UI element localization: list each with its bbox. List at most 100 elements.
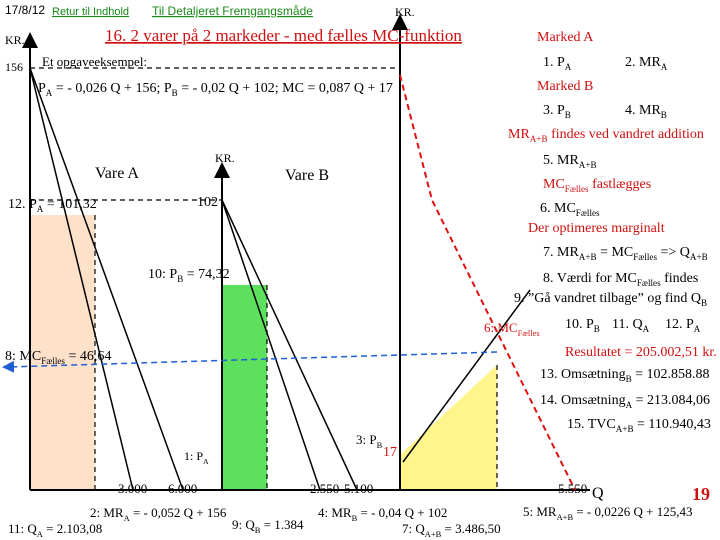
text-part: 9: Q [232,517,255,532]
subscript: A+B [530,134,548,144]
subscript: Fælles [576,208,600,218]
text-part: 3.000 [118,481,147,496]
label: 14. OmsætningA = 213.084,06 [540,393,710,410]
text-part: 19 [692,484,710,504]
subscript: A [643,324,650,334]
label: 6. MCFælles [540,201,600,218]
text-part: 5.100 [344,481,373,496]
subscript: A [46,88,53,98]
text-part: 3. P [543,103,565,118]
label: 9: QB = 1.384 [232,517,304,535]
subscript: B [177,274,183,284]
text-part: = 110.940,43 [634,417,711,432]
text-part: Marked A [537,30,594,45]
label: 2: MRA = - 0,052 Q + 156 [90,505,227,523]
text-part: 102 [197,195,218,210]
text-part: = MC [597,245,634,260]
label: 2. MRA [625,55,668,72]
subscript: B [565,110,571,120]
label[interactable]: Til Detaljeret Fremgangsmåde [152,4,313,18]
text-part: Vare A [95,165,139,182]
text-part: = 3.486,50 [441,521,500,536]
demand-a [29,67,184,491]
subscript: Fælles [637,278,661,288]
label: 6: MCFælles [484,320,540,338]
subscript: B [352,513,358,523]
text-part: 8: MC [5,349,41,364]
text-part: 8. Værdi for MC [543,271,637,286]
text-part: MR [508,127,530,142]
labels: 17/8/12 Retur til Indhold Til Detaljeret F… [5,3,717,539]
text-part: 6. MC [540,201,576,216]
subscript: A [203,457,209,466]
text-part: 11: Q [8,521,37,536]
label: 7: QA+B = 3.486,50 [402,521,501,539]
text-part: P [38,81,46,96]
text-part: MC [543,177,565,192]
text-part: Der optimeres marginalt [528,221,665,236]
text-part: 15. TVC [567,417,616,432]
label: KR. [5,33,25,47]
label: Vare A [95,165,139,182]
label: 5.100 [344,481,373,496]
text-part: 13. Omsætning [540,367,626,382]
text-part: = - 0,0226 Q + 125,43 [573,504,692,519]
label: 3: PB [356,432,383,450]
text-part: = 101,32 [43,197,96,212]
text-part: 2. MR [625,55,661,70]
subscript: A+B [425,529,442,539]
text-part: = - 0,026 Q + 156; P [52,81,171,96]
label: 12. PA = 101,32 [8,197,97,214]
subscript: A [661,62,668,72]
subscript: A [37,204,44,214]
subscript: Fælles [633,252,657,262]
subscript: Fælles [518,328,540,338]
mr-b [221,199,321,491]
text-part: 1. P [543,55,565,70]
label: 2.550 [310,481,339,496]
subscript: Fælles [41,356,65,366]
subscript: B [172,88,178,98]
label: 5: MRA+B = - 0,0226 Q + 125,43 [523,504,692,522]
label: PA = - 0,026 Q + 156; PB = - 0,02 Q + 10… [38,81,393,98]
subscript: A+B [579,252,597,262]
label: 10. PB [565,317,600,334]
text-part: fastlægges [589,177,652,192]
subscript: A [626,400,633,410]
text-part: Et opgaveeksempel: [42,54,147,69]
label: Marked A [537,30,594,45]
subscript: A [37,529,44,539]
label[interactable]: Retur til Indhold [52,6,129,18]
label: 7. MRA+B = MCFælles => QA+B [543,245,708,262]
text-part: 3: P [356,432,377,447]
subscript: B [594,324,600,334]
subscript: B [255,525,261,535]
text-part: Q [592,485,604,502]
label: 4. MRB [625,103,667,120]
label: 6.000 [168,481,197,496]
label: 19 [692,484,710,504]
text-part: 9. ”Gå vandret tilbage” og find Q [514,291,701,306]
axes [22,14,590,491]
text-part: Resultatet = 205.002,51 kr. [565,345,717,360]
text-part: 5.550 [558,481,587,496]
text-part: 12. P [665,317,694,332]
mc-back-arrow [2,351,498,373]
label: 16. 2 varer på 2 markeder - med fælles M… [105,26,462,45]
label: 8. Værdi for MCFælles findes [543,271,698,288]
label: Der optimeres marginalt [528,221,665,236]
label: 11: QA = 2.103,08 [8,521,102,539]
subscript: A [124,513,131,523]
text-part: = 1.384 [260,517,304,532]
text-part: Retur til Indhold [52,6,129,18]
text-part: = - 0,02 Q + 102; MC = 0,087 Q + 17 [178,81,393,96]
label: Q [592,485,604,502]
text-part: 2: MR [90,505,124,520]
text-part: 4: MR [318,505,352,520]
text-part: = - 0,04 Q + 102 [357,505,447,520]
text-part: 10. P [565,317,594,332]
text-part: 1: P [184,449,203,463]
text-part: 10: P [148,267,177,282]
label: 102 [197,195,218,210]
label: 4: MRB = - 0,04 Q + 102 [318,505,447,523]
